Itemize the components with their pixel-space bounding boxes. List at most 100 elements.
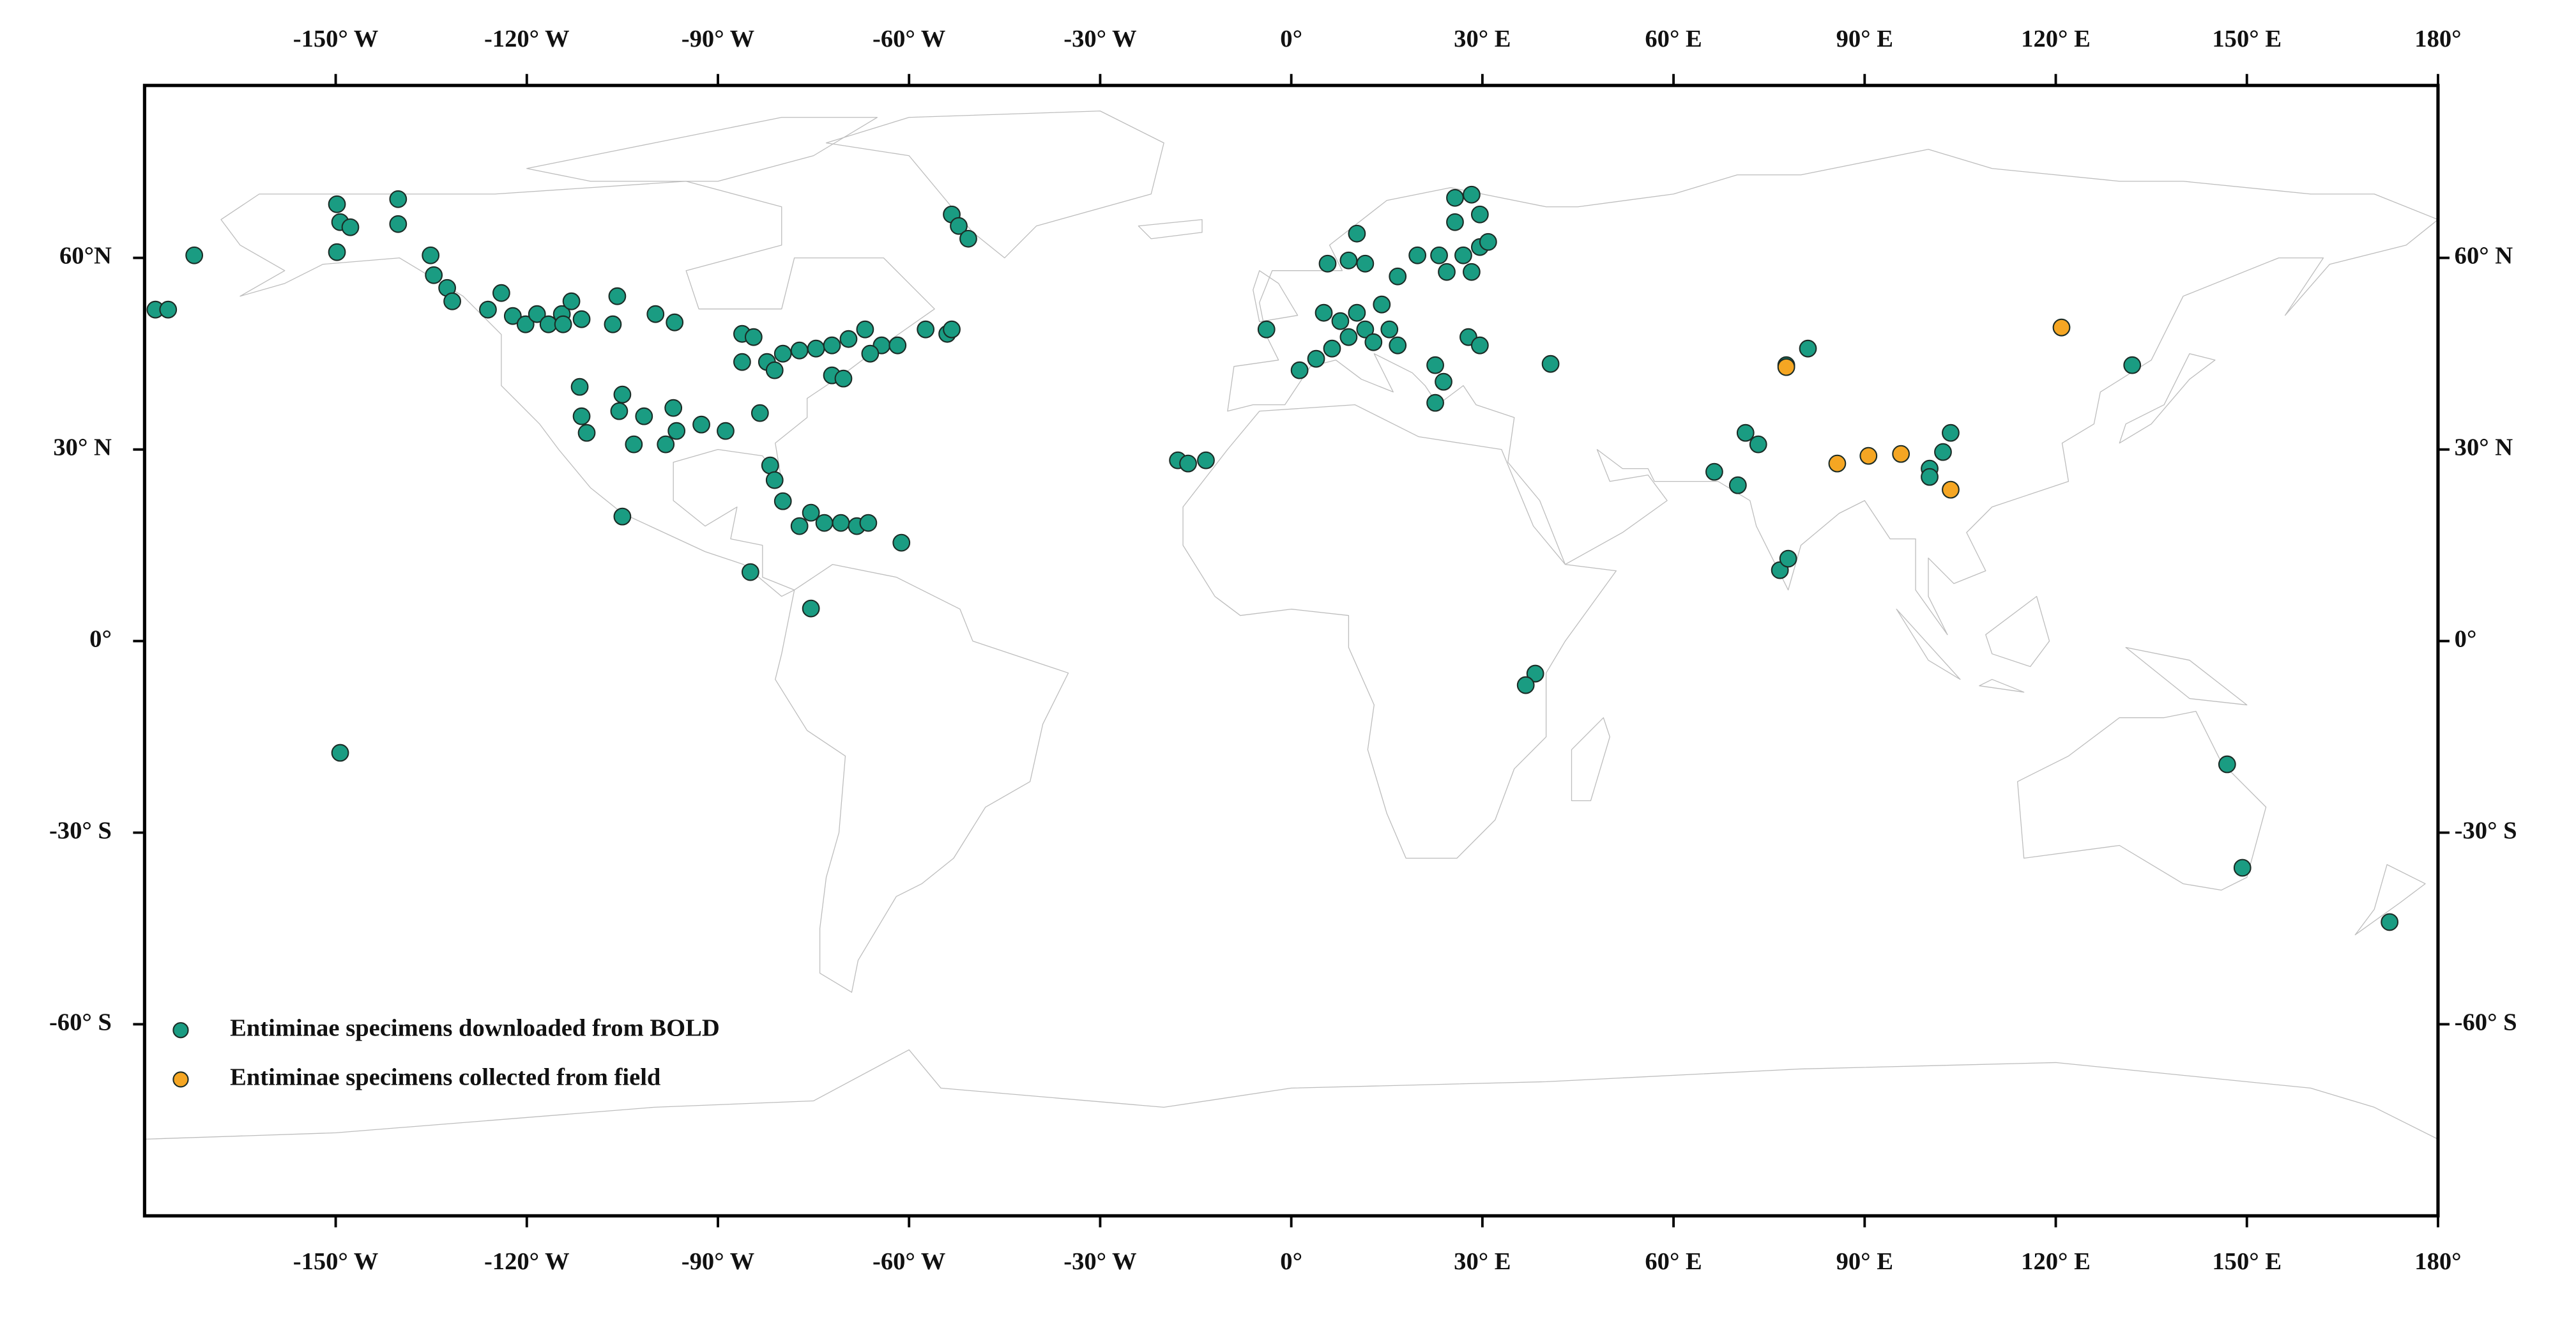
specimen-point: [572, 407, 591, 425]
map-frame: [142, 84, 2440, 1218]
specimen-point: [815, 514, 834, 532]
specimen-point: [741, 563, 759, 581]
specimen-point: [1348, 303, 1366, 322]
specimen-point: [856, 320, 874, 339]
specimen-point: [892, 533, 911, 552]
specimen-point: [1470, 336, 1489, 355]
specimen-point: [744, 328, 763, 346]
specimen-point: [834, 369, 853, 388]
x-tick-label: 0°: [1280, 26, 1302, 52]
specimen-point: [1389, 267, 1407, 286]
specimen-point: [528, 305, 546, 323]
specimen-point: [943, 320, 961, 339]
specimen-point: [2381, 913, 2399, 931]
x-tick-label: 90° E: [1836, 26, 1893, 52]
specimen-point: [1892, 445, 1910, 463]
y2-tick-label: 60° N: [2455, 243, 2513, 270]
specimen-point: [1438, 263, 1456, 281]
specimen-point: [1356, 254, 1375, 273]
y-tick-label: 0°: [89, 625, 112, 652]
specimen-point: [839, 330, 858, 348]
specimen-point: [765, 471, 784, 489]
specimen-point: [802, 503, 820, 522]
specimen-point: [328, 195, 346, 213]
specimen-point: [610, 402, 629, 420]
specimen-point: [1934, 443, 1952, 461]
specimen-point: [613, 507, 632, 526]
specimen-point: [917, 320, 935, 339]
specimen-point: [1435, 372, 1452, 391]
legend-marker: [172, 1022, 189, 1039]
specimen-point: [1426, 356, 1444, 374]
specimen-point: [1828, 454, 1847, 473]
specimen-point: [761, 456, 779, 475]
x-tick-label: 150° E: [2212, 26, 2282, 52]
specimen-point: [1859, 447, 1878, 465]
specimen-point: [516, 315, 535, 333]
specimen-point: [774, 344, 792, 363]
legend: Entiminae specimens downloaded from BOLD…: [172, 1015, 720, 1091]
specimen-point: [765, 361, 784, 379]
specimen-point: [1356, 320, 1375, 339]
specimen-point: [1380, 320, 1399, 339]
x-tick-label: -30° W: [1063, 26, 1136, 52]
y2-tick-label: 0°: [2455, 625, 2477, 652]
specimen-point: [717, 422, 735, 440]
x-tick-label: -120° W: [484, 26, 570, 52]
specimen-point: [861, 344, 880, 363]
specimen-point: [1290, 361, 1309, 379]
specimen-point: [577, 424, 596, 442]
specimen-point: [1389, 336, 1407, 355]
specimen-point: [503, 307, 522, 325]
x-tick-label: -90° W: [682, 26, 754, 52]
specimen-point: [328, 243, 346, 261]
legend-label: Entiminae specimens collected from field: [230, 1064, 661, 1091]
x-tick-label: 30° E: [1454, 1248, 1511, 1275]
x-tick-label: 60° E: [1645, 1248, 1702, 1275]
specimen-point: [1430, 246, 1448, 264]
specimen-point: [1318, 254, 1337, 273]
specimen-point: [1705, 462, 1723, 481]
specimen-point: [1516, 676, 1535, 694]
specimen-point: [1446, 188, 1464, 207]
specimen-point: [802, 599, 820, 618]
x-tick-label: -60° W: [873, 26, 945, 52]
specimen-point: [1339, 328, 1358, 346]
specimen-point: [774, 492, 792, 510]
specimen-point: [1257, 320, 1276, 339]
specimen-point: [613, 385, 632, 404]
specimen-point: [608, 287, 627, 305]
specimen-point: [572, 310, 591, 328]
legend-label: Entiminae specimens downloaded from BOLD: [230, 1015, 720, 1042]
x-tick-label: 30° E: [1454, 26, 1511, 52]
specimen-point: [625, 435, 643, 454]
specimen-point: [1197, 451, 1215, 470]
specimen-point: [1364, 333, 1383, 351]
specimen-point: [823, 336, 841, 355]
specimen-point: [1777, 358, 1795, 376]
specimen-point: [790, 517, 809, 535]
point-series: [146, 185, 2399, 931]
specimen-point: [1426, 393, 1444, 412]
specimen-point: [859, 514, 878, 532]
x-tick-label: -120° W: [484, 1248, 570, 1275]
specimen-point: [1446, 213, 1464, 231]
specimen-point: [2233, 859, 2252, 877]
x-tick-label: 120° E: [2021, 26, 2091, 52]
specimen-point: [1541, 355, 1560, 373]
x-tick-label: -30° W: [1063, 1248, 1136, 1275]
specimen-point: [1736, 424, 1755, 442]
specimen-point: [443, 292, 461, 310]
legend-marker: [172, 1071, 189, 1088]
specimen-point: [1454, 246, 1472, 264]
specimen-point: [1728, 476, 1747, 494]
specimen-point: [1179, 454, 1197, 473]
specimen-point: [425, 266, 443, 284]
specimen-point: [479, 300, 497, 319]
specimen-point: [1323, 339, 1341, 358]
specimen-point: [389, 215, 408, 233]
specimen-point: [1348, 224, 1366, 243]
specimen-point: [2052, 318, 2071, 337]
specimen-point: [1463, 263, 1481, 281]
